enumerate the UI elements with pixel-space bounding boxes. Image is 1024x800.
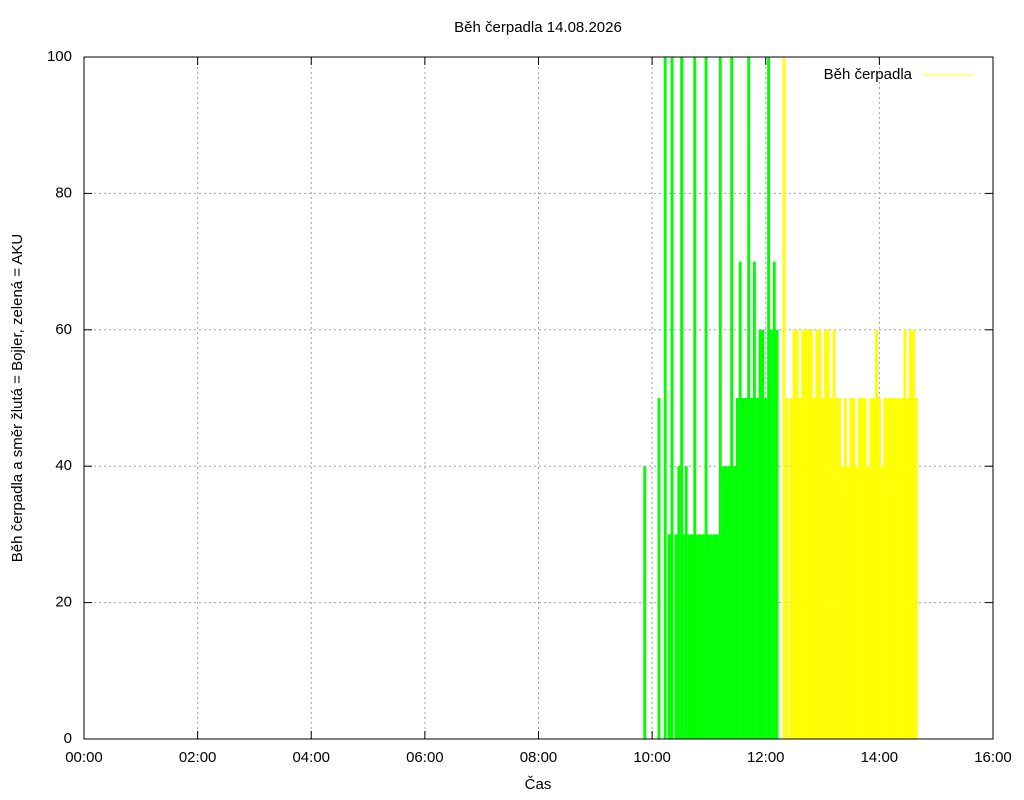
x-tick-label: 16:00 xyxy=(974,749,1012,766)
y-tick-label: 40 xyxy=(55,457,72,474)
chart-title: Běh čerpadla 14.08.2026 xyxy=(454,19,622,36)
x-tick-label: 00:00 xyxy=(65,749,103,766)
x-tick-label: 12:00 xyxy=(747,749,785,766)
y-tick-label: 60 xyxy=(55,321,72,338)
x-axis-label: Čas xyxy=(525,776,552,793)
legend-label: Běh čerpadla xyxy=(824,66,913,83)
y-axis-label: Běh čerpadla a směr žlutá = Bojler, zele… xyxy=(9,234,26,563)
x-tick-label: 04:00 xyxy=(292,749,330,766)
x-tick-label: 14:00 xyxy=(861,749,899,766)
y-tick-label: 100 xyxy=(47,48,72,65)
x-tick-label: 02:00 xyxy=(179,749,217,766)
x-tick-label: 10:00 xyxy=(633,749,671,766)
x-tick-label: 06:00 xyxy=(406,749,444,766)
x-tick-label: 08:00 xyxy=(520,749,558,766)
y-tick-label: 80 xyxy=(55,184,72,201)
y-tick-label: 0 xyxy=(64,730,72,747)
y-tick-label: 20 xyxy=(55,594,72,611)
plot-border xyxy=(83,56,994,740)
